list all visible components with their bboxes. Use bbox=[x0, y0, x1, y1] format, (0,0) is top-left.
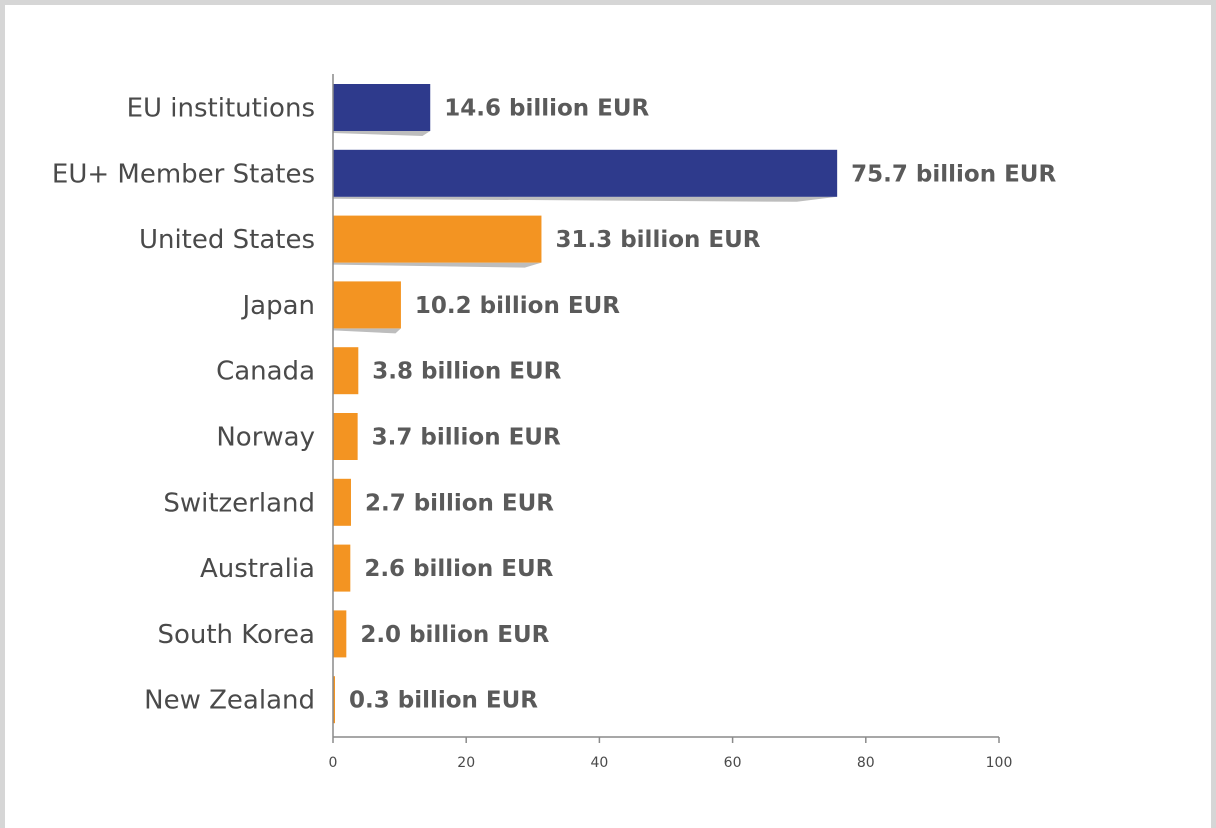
x-tick-label: 0 bbox=[329, 755, 338, 771]
category-label: Japan bbox=[240, 291, 315, 321]
bar-shadow bbox=[333, 328, 401, 334]
category-label: EU institutions bbox=[127, 94, 315, 124]
category-label: Canada bbox=[216, 357, 315, 387]
category-label: Australia bbox=[200, 554, 315, 584]
bar bbox=[333, 676, 335, 724]
value-label: 14.6 billion EUR bbox=[444, 96, 649, 122]
value-label: 3.7 billion EUR bbox=[372, 425, 561, 451]
category-label: Norway bbox=[216, 423, 315, 453]
x-tick-label: 40 bbox=[590, 755, 608, 771]
category-label: South Korea bbox=[157, 620, 315, 650]
labels-group: EU institutions 14.6 billion EUR EU+ Membe… bbox=[52, 94, 1057, 716]
value-label: 2.0 billion EUR bbox=[360, 622, 549, 648]
axes-group: 0 20 40 60 80 100 bbox=[329, 74, 1013, 771]
value-label: 75.7 billion EUR bbox=[851, 161, 1056, 187]
value-label: 0.3 billion EUR bbox=[349, 688, 538, 714]
bar bbox=[333, 149, 838, 197]
category-label: Switzerland bbox=[163, 488, 315, 518]
x-tick-label: 60 bbox=[724, 755, 742, 771]
category-label: EU+ Member States bbox=[52, 159, 315, 189]
x-tick-label: 100 bbox=[986, 755, 1013, 771]
bar-shadow bbox=[333, 196, 838, 202]
value-label: 10.2 billion EUR bbox=[415, 293, 620, 319]
bar bbox=[333, 347, 359, 395]
bar bbox=[333, 610, 347, 658]
x-tick-label: 80 bbox=[857, 755, 875, 771]
x-tick-label: 20 bbox=[457, 755, 475, 771]
bar bbox=[333, 544, 351, 592]
value-label: 2.6 billion EUR bbox=[364, 556, 553, 582]
bar bbox=[333, 215, 542, 263]
value-label: 31.3 billion EUR bbox=[555, 227, 760, 253]
bars-group bbox=[333, 84, 838, 724]
bar bbox=[333, 84, 431, 131]
value-label: 3.8 billion EUR bbox=[372, 359, 561, 385]
category-label: United States bbox=[139, 225, 315, 255]
bar-shadow bbox=[333, 262, 542, 268]
bar-shadow bbox=[333, 131, 431, 136]
bar bbox=[333, 478, 351, 526]
category-label: New Zealand bbox=[144, 686, 315, 716]
bar bbox=[333, 281, 401, 329]
bar bbox=[333, 413, 358, 460]
value-label: 2.7 billion EUR bbox=[365, 490, 554, 516]
